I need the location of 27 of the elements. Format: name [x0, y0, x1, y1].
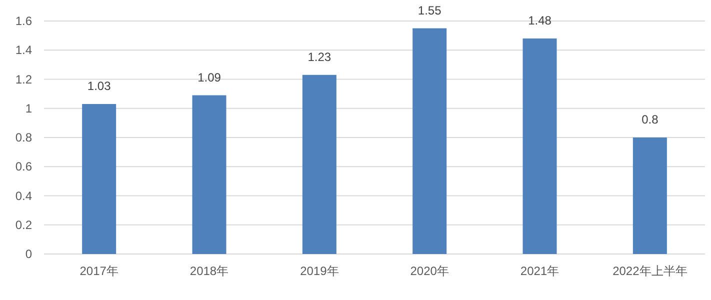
y-tick-label: 0.8: [15, 130, 32, 144]
data-label: 1.03: [87, 79, 112, 94]
data-label: 1.23: [308, 50, 332, 64]
x-tick-label: 2018年: [190, 264, 229, 278]
y-tick-label: 0.2: [15, 218, 32, 232]
bar: [412, 28, 447, 254]
x-tick-label: 2019年: [300, 264, 339, 278]
y-tick-label: 0.6: [15, 160, 32, 174]
y-tick-label: 1: [25, 101, 32, 116]
bar: [82, 104, 116, 254]
x-tick-label: 2020年: [410, 264, 449, 278]
x-tick-label: 2017年: [80, 264, 118, 278]
data-label: 1.48: [528, 13, 552, 28]
data-label: 1.09: [198, 70, 222, 84]
bar: [302, 74, 336, 254]
data-label: 0.8: [642, 112, 659, 126]
y-tick-label: 1.2: [15, 72, 32, 86]
bar: [522, 38, 557, 254]
data-label: 1.55: [418, 3, 442, 18]
y-tick-label: 1.6: [15, 14, 32, 28]
x-tick-label: 2021年: [520, 264, 560, 278]
x-tick-label: 2022年上半年: [612, 264, 688, 278]
y-tick-label: 0: [25, 247, 32, 261]
bar: [192, 95, 226, 254]
bar: [632, 138, 667, 254]
y-tick-label: 1.4: [15, 43, 32, 58]
y-tick-label: 0.4: [15, 188, 32, 203]
